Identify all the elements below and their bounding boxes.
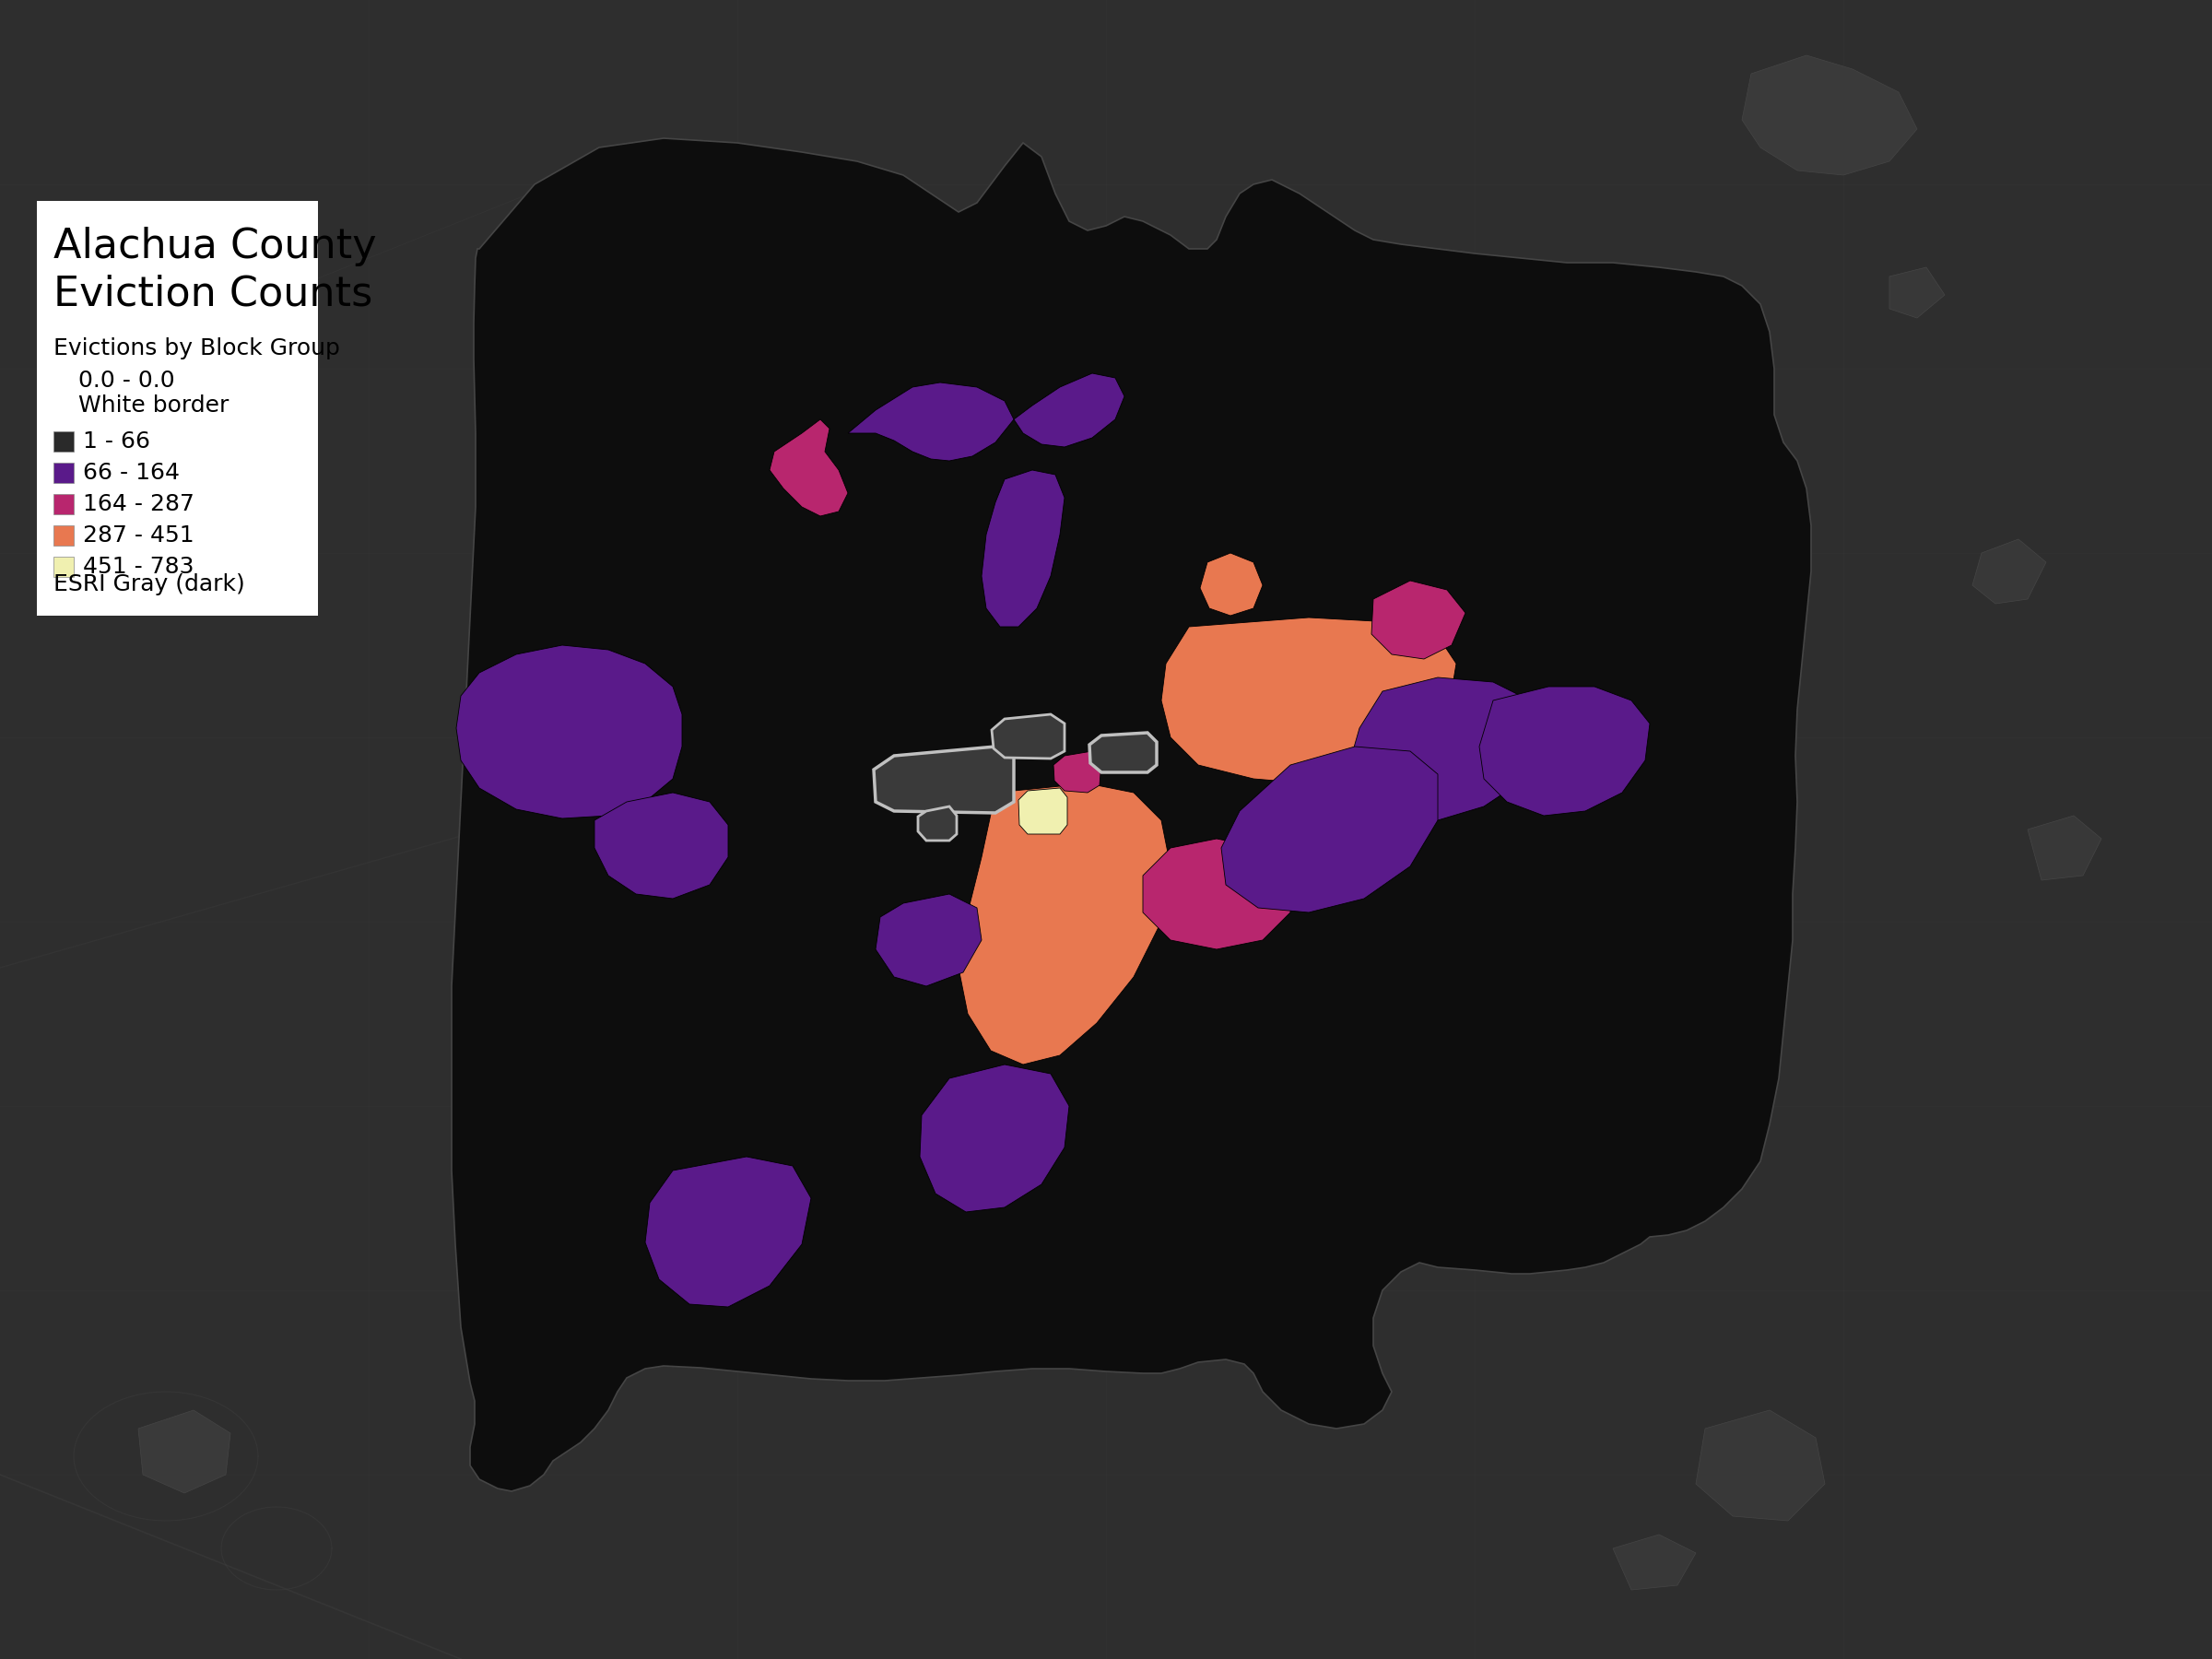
Text: 451 - 783: 451 - 783 [84, 556, 195, 577]
Polygon shape [847, 383, 1013, 461]
Polygon shape [1091, 733, 1157, 773]
Polygon shape [451, 138, 1812, 1491]
Polygon shape [874, 747, 1013, 813]
Polygon shape [920, 1065, 1068, 1213]
Polygon shape [876, 894, 982, 985]
Polygon shape [1743, 55, 1918, 176]
Bar [53, 431, 73, 451]
Text: ESRI Gray (dark): ESRI Gray (dark) [53, 574, 246, 596]
Polygon shape [982, 469, 1064, 627]
Text: White border: White border [77, 395, 228, 416]
Polygon shape [1889, 267, 1944, 319]
Polygon shape [1371, 581, 1467, 659]
Text: 164 - 287: 164 - 287 [84, 493, 195, 516]
Bar [53, 557, 73, 577]
Bar [53, 494, 73, 514]
Polygon shape [770, 420, 847, 516]
Polygon shape [1144, 839, 1290, 949]
Text: Eviction Counts: Eviction Counts [53, 275, 372, 314]
Polygon shape [1053, 752, 1102, 793]
Polygon shape [918, 806, 958, 841]
Polygon shape [456, 645, 681, 818]
Text: Alachua County: Alachua County [53, 227, 376, 267]
Polygon shape [991, 715, 1064, 758]
Text: 0.0 - 0.0: 0.0 - 0.0 [77, 370, 175, 392]
Polygon shape [1013, 373, 1124, 446]
Bar [53, 526, 73, 546]
FancyBboxPatch shape [38, 201, 319, 615]
Polygon shape [1480, 687, 1650, 816]
Bar [53, 463, 73, 483]
Text: 66 - 164: 66 - 164 [84, 461, 179, 484]
Text: 1 - 66: 1 - 66 [84, 430, 150, 453]
Polygon shape [1161, 617, 1455, 783]
Polygon shape [1613, 1535, 1697, 1589]
Polygon shape [137, 1410, 230, 1493]
Polygon shape [1199, 552, 1263, 615]
Polygon shape [1018, 788, 1068, 834]
Text: Evictions by Block Group: Evictions by Block Group [53, 337, 341, 360]
Polygon shape [1697, 1410, 1825, 1521]
Polygon shape [2028, 816, 2101, 881]
Polygon shape [595, 793, 728, 899]
Polygon shape [958, 783, 1170, 1065]
Polygon shape [1973, 539, 2046, 604]
Text: 287 - 451: 287 - 451 [84, 524, 195, 546]
Polygon shape [1221, 747, 1438, 912]
Polygon shape [1349, 677, 1540, 820]
Polygon shape [646, 1156, 812, 1307]
